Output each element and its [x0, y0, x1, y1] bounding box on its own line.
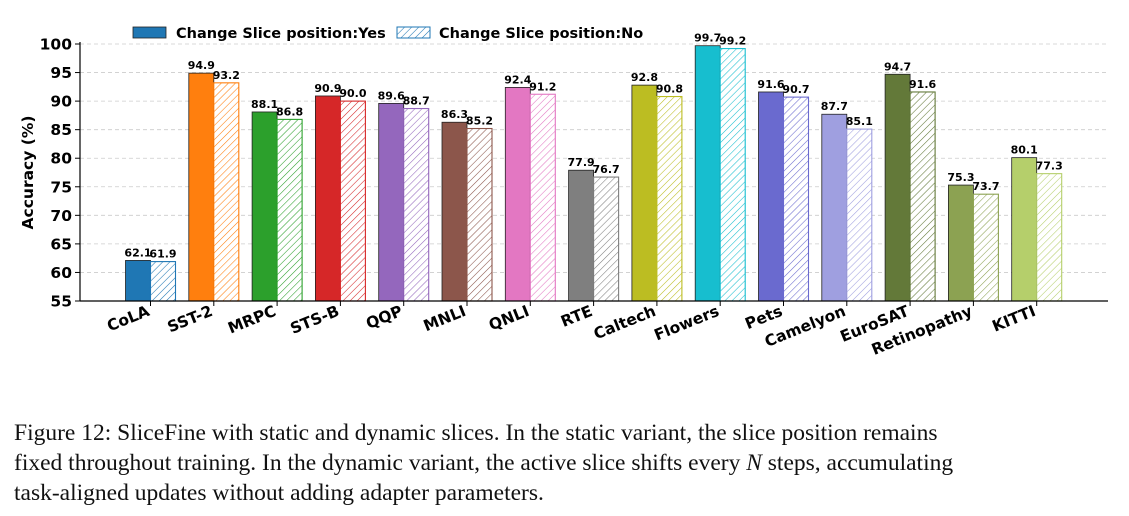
bar-yes-qnli — [504, 87, 531, 302]
value-label-no-qqp: 88.7 — [403, 95, 430, 108]
value-label-no-qnli: 91.2 — [529, 80, 556, 93]
value-label-no-caltech: 90.8 — [656, 83, 683, 96]
x-tick-label-sst-2: SST-2 — [165, 302, 215, 336]
bar-yes-camelyon — [821, 113, 848, 302]
caption-line-2-end: steps, accumulating — [761, 450, 954, 476]
y-tick-label: 75 — [50, 178, 72, 196]
y-axis-label: Accuracy (%) — [19, 116, 37, 230]
bar-yes-retinopathy — [948, 184, 974, 302]
bar-no-sts-b — [339, 100, 366, 302]
value-label-yes-cola: 62.1 — [124, 246, 151, 259]
value-label-yes-sst-2: 94.9 — [188, 59, 215, 72]
bar-no-retinopathy — [972, 193, 999, 302]
bar-yes-sst-2 — [188, 72, 215, 302]
bar-no-camelyon — [846, 128, 873, 302]
bar-yes-mrpc — [251, 111, 278, 302]
caption-line-2: fixed throughout training. In the dynami… — [14, 448, 1114, 478]
bar-no-flowers — [719, 48, 746, 302]
legend: Change Slice position:Yes Change Slice po… — [132, 26, 643, 42]
legend-label-yes: Change Slice position:Yes — [176, 26, 386, 42]
value-label-yes-eurosat: 94.7 — [884, 60, 911, 73]
value-label-yes-qnli: 92.4 — [504, 73, 531, 86]
bar-no-qqp — [403, 107, 430, 302]
legend-swatch-yes — [132, 26, 167, 39]
bar-no-qnli — [529, 93, 556, 302]
x-tick-label-caltech: Caltech — [591, 302, 658, 343]
bar-no-kitti — [1036, 173, 1063, 302]
legend-swatch-no — [396, 26, 431, 39]
x-tick-label-mnli: MNLI — [421, 302, 469, 335]
bar-no-eurosat — [909, 91, 936, 302]
value-label-yes-kitti: 80.1 — [1011, 144, 1038, 157]
caption-variable-n: N — [746, 450, 762, 476]
x-tick-label-qnli: QNLI — [486, 302, 531, 334]
bar-no-sst-2 — [213, 82, 240, 302]
bar-no-mnli — [466, 127, 493, 302]
value-label-no-sts-b: 90.0 — [339, 87, 366, 100]
value-label-yes-qqp: 89.6 — [378, 89, 405, 102]
y-tick-label: 85 — [50, 121, 72, 139]
x-tick-label-mrpc: MRPC — [225, 302, 278, 337]
bar-no-rte — [593, 176, 620, 302]
y-tick-label: 65 — [50, 235, 72, 253]
y-tick-label: 80 — [50, 150, 72, 168]
y-tick-label: 90 — [50, 93, 72, 111]
value-label-yes-pets: 91.6 — [757, 78, 784, 91]
bar-yes-sts-b — [314, 95, 341, 302]
value-label-no-sst-2: 93.2 — [213, 69, 240, 82]
bar-yes-rte — [568, 169, 594, 302]
caption-line-3: task-aligned updates without adding adap… — [14, 480, 544, 506]
caption-line-2-start: fixed throughout training. In the dynami… — [14, 450, 747, 476]
value-label-yes-rte: 77.9 — [568, 156, 595, 169]
value-label-yes-camelyon: 87.7 — [821, 100, 848, 113]
legend-label-no: Change Slice position:No — [439, 26, 643, 42]
x-tick-label-cola: CoLA — [105, 302, 152, 335]
bar-no-caltech — [656, 95, 683, 302]
bar-yes-flowers — [694, 45, 721, 302]
x-tick-label-kitti: KITTI — [990, 302, 1039, 336]
caption-line-1: Figure 12: SliceFine with static and dyn… — [14, 420, 938, 446]
value-label-no-camelyon: 85.1 — [846, 115, 873, 128]
value-label-no-cola: 61.9 — [149, 248, 176, 261]
bar-yes-pets — [758, 91, 784, 302]
bar-no-pets — [782, 96, 810, 302]
value-label-yes-sts-b: 90.9 — [314, 82, 341, 95]
value-label-yes-mrpc: 88.1 — [251, 98, 278, 111]
accuracy-bar-chart: 55 60 65 70 75 80 85 90 95 100 62.161.9 CoLA 94.993.… — [19, 26, 1108, 359]
value-label-yes-caltech: 92.8 — [631, 71, 658, 84]
value-label-yes-flowers: 99.7 — [694, 32, 721, 45]
y-tick-label: 60 — [50, 264, 72, 282]
value-label-no-rte: 76.7 — [593, 163, 620, 176]
value-label-no-pets: 90.7 — [782, 83, 809, 96]
y-tick-label: 55 — [50, 293, 72, 311]
value-label-no-retinopathy: 73.7 — [972, 180, 999, 193]
bar-yes-mnli — [441, 121, 468, 302]
bar-yes-caltech — [631, 84, 658, 302]
x-tick-label-sts-b: STS-B — [288, 302, 342, 338]
value-label-yes-retinopathy: 75.3 — [947, 171, 974, 184]
value-label-no-flowers: 99.2 — [719, 35, 746, 48]
y-tick-label: 70 — [50, 207, 72, 225]
bar-yes-kitti — [1011, 157, 1038, 302]
bar-yes-eurosat — [884, 73, 911, 302]
value-label-yes-mnli: 86.3 — [441, 108, 468, 121]
bar-no-mrpc — [276, 118, 303, 302]
figure-caption: Figure 12: SliceFine with static and dyn… — [14, 418, 1114, 508]
value-label-no-kitti: 77.3 — [1036, 160, 1063, 173]
x-tick-label-rte: RTE — [558, 302, 595, 331]
y-tick-label: 100 — [40, 36, 73, 54]
x-tick-label-flowers: Flowers — [652, 302, 722, 344]
bar-yes-cola — [125, 260, 151, 302]
value-label-no-mrpc: 86.8 — [276, 105, 303, 118]
value-label-no-mnli: 85.2 — [466, 115, 493, 128]
bar-no-cola — [149, 261, 177, 302]
bar-yes-qqp — [378, 102, 405, 302]
y-tick-label: 95 — [50, 64, 72, 82]
x-tick-label-qqp: QQP — [363, 302, 405, 333]
value-label-no-eurosat: 91.6 — [909, 78, 936, 91]
